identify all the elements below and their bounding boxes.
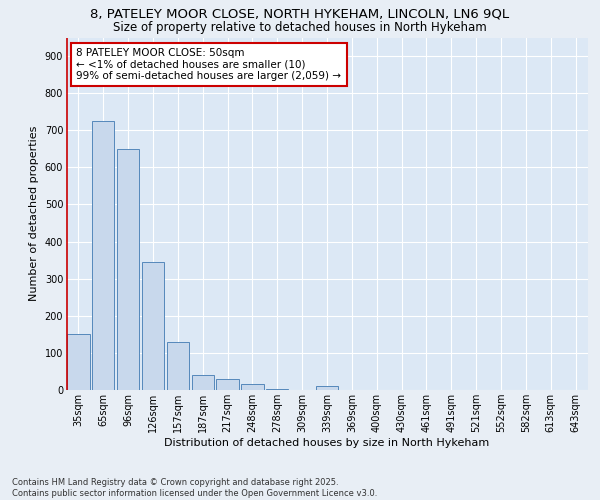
Bar xyxy=(191,375,214,390)
Text: Size of property relative to detached houses in North Hykeham: Size of property relative to detached ho… xyxy=(113,21,487,34)
Bar xyxy=(316,386,338,390)
Bar xyxy=(92,121,115,390)
Text: 8 PATELEY MOOR CLOSE: 50sqm
← <1% of detached houses are smaller (10)
99% of sem: 8 PATELEY MOOR CLOSE: 50sqm ← <1% of det… xyxy=(76,48,341,82)
Bar xyxy=(167,342,189,390)
X-axis label: Distribution of detached houses by size in North Hykeham: Distribution of detached houses by size … xyxy=(164,438,490,448)
Bar xyxy=(241,384,263,390)
Bar xyxy=(217,379,239,390)
Bar xyxy=(67,334,89,390)
Bar xyxy=(117,149,139,390)
Bar xyxy=(142,262,164,390)
Text: 8, PATELEY MOOR CLOSE, NORTH HYKEHAM, LINCOLN, LN6 9QL: 8, PATELEY MOOR CLOSE, NORTH HYKEHAM, LI… xyxy=(91,8,509,20)
Text: Contains HM Land Registry data © Crown copyright and database right 2025.
Contai: Contains HM Land Registry data © Crown c… xyxy=(12,478,377,498)
Y-axis label: Number of detached properties: Number of detached properties xyxy=(29,126,39,302)
